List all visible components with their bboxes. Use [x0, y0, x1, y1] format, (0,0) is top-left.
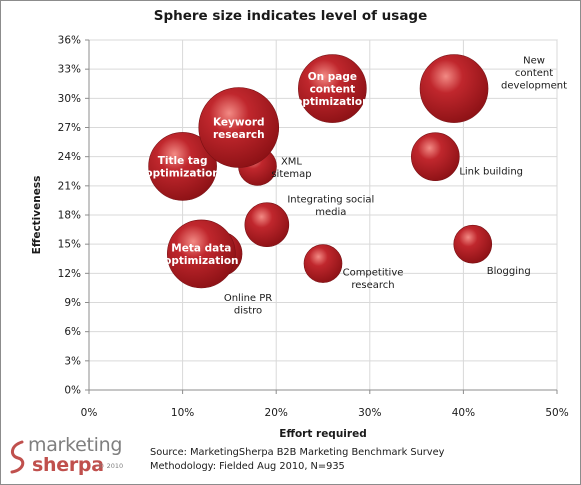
bubble-label-line: New: [523, 56, 545, 67]
bubble-label-line: content: [310, 84, 356, 96]
y-tick-label: 30%: [58, 93, 81, 105]
bubble-label: On page content optimization: [295, 71, 369, 108]
bubble-label-line: research: [213, 129, 265, 141]
bubble-label-line: Title tag: [158, 155, 208, 167]
bubble-label-line: On page: [308, 71, 357, 83]
bubble-point: [411, 132, 460, 181]
logo-copyright: © 2010: [98, 462, 124, 470]
y-tick-label: 21%: [58, 180, 81, 192]
bubble-label: Title tag optimization: [145, 155, 219, 180]
bubble-label-line: Integrating social: [287, 195, 374, 206]
bubble-point: [244, 202, 290, 248]
y-tick-label: 0%: [64, 385, 81, 397]
bubble-label-line: optimization: [145, 168, 219, 180]
y-tick-label: 9%: [64, 297, 81, 309]
y-tick-label: 12%: [58, 268, 81, 280]
bubble-label: Meta data optimization: [164, 243, 238, 268]
bubble-label: Blogging: [487, 266, 531, 277]
marketingsherpa-logo: marketing sherpa © 2010: [8, 430, 148, 480]
chart-title: Sphere size indicates level of usage: [153, 8, 428, 24]
logo-swirl-icon: [10, 440, 25, 474]
bubble-label-line: content: [515, 68, 553, 79]
bubble-label-line: Competitive: [343, 268, 404, 279]
bubble-label-line: Meta data: [171, 243, 231, 255]
bubble-point: [148, 132, 217, 201]
bubble-label-line: optimization: [164, 255, 238, 267]
bubble-label-line: development: [501, 81, 567, 92]
bubble-label-line: Blogging: [487, 266, 531, 277]
bubble-point: [303, 244, 343, 283]
bubble-label-line: sitemap: [271, 169, 311, 180]
bubble-label: Keyword research: [213, 116, 265, 141]
bubble-label-line: research: [351, 280, 394, 291]
bubble-point: [198, 87, 280, 168]
y-axis-title: Effectiveness: [31, 176, 43, 255]
x-axis-title: Effort required: [279, 428, 366, 440]
y-tick-label: 36%: [58, 35, 81, 47]
x-tick-label: 20%: [265, 407, 288, 419]
bubble-label: New content development: [501, 56, 567, 92]
x-tick-label: 30%: [358, 407, 381, 419]
x-tick-label: 10%: [171, 407, 194, 419]
bubble-point: [167, 219, 236, 289]
bubble-label: Online PR distro: [224, 293, 272, 317]
bubble-label: Link building: [459, 167, 523, 178]
source-note: Source: MarketingSherpa B2B Marketing Be…: [150, 446, 444, 474]
y-tick-label: 24%: [58, 151, 81, 163]
x-tick-label: 50%: [545, 407, 568, 419]
logo-line1: marketing: [28, 434, 123, 456]
bubble-point: [298, 54, 367, 123]
bubble-label-line: media: [315, 207, 346, 218]
logo-line2: sherpa: [32, 454, 104, 476]
source-line: Source: MarketingSherpa B2B Marketing Be…: [150, 447, 445, 458]
y-tick-label: 6%: [64, 326, 81, 338]
x-tick-label: 0%: [81, 407, 98, 419]
bubble-label: Competitive research: [343, 268, 404, 292]
bubble-label: XML sitemap: [271, 156, 311, 180]
y-tick-label: 3%: [64, 355, 81, 367]
y-tick-label: 18%: [58, 210, 81, 222]
bubble-label: Integrating social media: [287, 195, 374, 219]
x-tick-label: 40%: [452, 407, 475, 419]
bubble-point: [419, 54, 489, 123]
y-tick-label: 15%: [58, 239, 81, 251]
bubble-label-line: XML: [281, 156, 302, 167]
bubble-label-line: optimization: [295, 96, 369, 108]
bubble-label-line: Keyword: [213, 116, 265, 128]
y-tick-label: 33%: [58, 64, 81, 76]
y-tick-label: 27%: [58, 122, 81, 134]
bubble-point: [453, 224, 493, 264]
bubble-label-line: distro: [234, 305, 262, 316]
bubble-label-line: Link building: [459, 167, 523, 178]
methodology-line: Methodology: Fielded Aug 2010, N=935: [150, 461, 345, 472]
bubble-label-line: Online PR: [224, 293, 272, 304]
